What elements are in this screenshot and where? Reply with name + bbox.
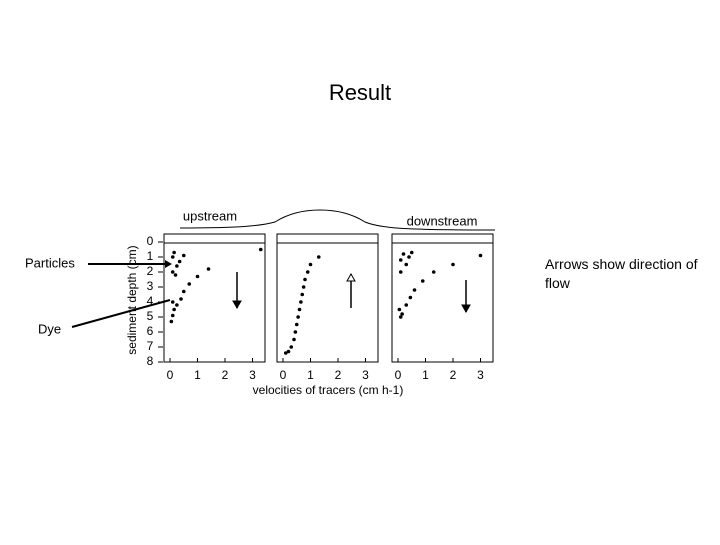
x-tick-label: 3 [477,368,484,382]
data-point [409,250,414,255]
data-point [170,313,175,318]
data-point [407,255,411,259]
x-axis-label: velocities of tracers (cm h-1) [253,383,404,397]
downstream-label: downstream [407,213,478,228]
data-point [175,303,179,307]
data-point [292,337,296,342]
data-point [179,297,183,301]
y-tick-label: 5 [147,309,154,323]
pointer-dye [71,299,171,328]
note: Arrows show direction of flow [545,256,698,291]
y-tick-label: 2 [147,264,154,278]
x-tick-label: 0 [280,368,287,382]
data-point [398,258,403,262]
stream-bed [179,209,496,231]
x-tick-label: 0 [167,368,174,382]
data-point [181,253,186,258]
x-tick-label: 0 [395,368,402,382]
data-point [173,273,178,277]
data-point [431,270,436,274]
data-point [187,282,192,286]
data-point [305,270,310,274]
data-point [296,315,300,319]
data-point [181,289,186,294]
data-point [303,277,307,282]
data-point [451,262,455,267]
y-tick-label: 0 [147,234,154,248]
y-tick-label: 6 [147,324,154,338]
x-tick-label: 3 [249,368,256,382]
data-point [397,307,402,312]
panel-frame [163,233,266,363]
x-tick-label: 1 [307,368,314,382]
data-point [404,303,409,307]
x-tick-label: 1 [422,368,429,382]
data-point [172,250,176,255]
data-point [404,262,409,267]
data-point [170,300,175,304]
data-point [401,252,406,256]
data-point [293,330,298,334]
note-box: Arrows show direction of flow [545,256,698,291]
y-axis-label: sediment depth (cm) [125,245,139,354]
data-point [412,288,417,292]
data-point [308,262,313,267]
data-point [286,349,291,354]
flow-arrowhead [346,272,356,282]
data-point [420,279,425,283]
flow-arrowhead [461,304,471,314]
data-point [300,292,305,297]
data-point [172,307,176,312]
data-point [301,285,306,289]
y-tick-label: 8 [147,354,154,368]
data-point [294,322,299,327]
data-point [478,253,483,258]
x-tick-label: 2 [222,368,229,382]
data-point [398,315,403,319]
data-point [408,295,413,300]
data-point [175,264,179,268]
flow-arrowhead [232,300,242,310]
data-point [297,307,302,312]
label-dye: Dye [38,321,61,336]
panel-frame [276,233,379,363]
y-tick-label: 4 [147,294,154,308]
data-point [170,270,175,274]
arrowhead [165,260,172,268]
data-point [283,351,288,355]
data-point [398,270,403,274]
x-tick-label: 1 [194,368,201,382]
data-point [169,319,174,324]
data-point [170,255,175,259]
y-tick-label: 3 [147,279,154,293]
data-point [400,312,404,316]
slide-title: Result [329,80,391,105]
y-tick-label: 1 [147,249,154,263]
x-tick-label: 3 [362,368,369,382]
data-point [258,247,263,252]
y-tick-label: 7 [147,339,154,353]
data-point [195,274,200,279]
data-point [316,255,321,259]
x-tick-label: 2 [335,368,342,382]
upstream-label: upstream [183,208,237,223]
data-point [299,300,303,304]
data-point [177,259,182,264]
data-point [289,345,294,349]
label-particles: Particles [25,255,75,270]
panel-frame [391,233,494,363]
data-point [206,267,211,271]
x-tick-label: 2 [450,368,457,382]
